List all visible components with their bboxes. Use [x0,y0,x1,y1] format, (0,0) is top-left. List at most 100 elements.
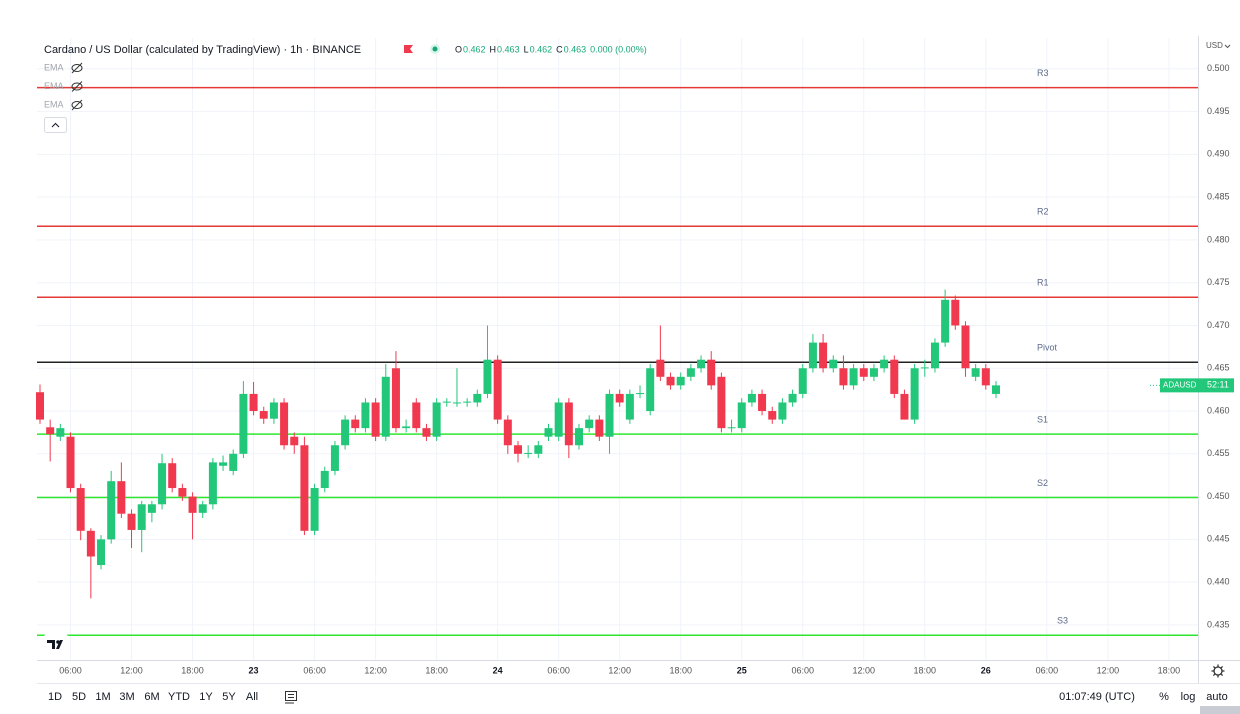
currency-caret [1224,44,1231,49]
level-label: Pivot [1037,343,1058,353]
candle-body [656,359,665,377]
range-button[interactable]: 1Y [199,691,213,703]
candle-body [890,359,899,394]
range-button[interactable]: 5D [72,691,86,703]
settings-gear[interactable] [1211,664,1225,678]
x-tick-label: 06:00 [547,665,570,675]
candle-body [229,453,238,471]
indicator-name[interactable]: EMA [44,81,64,91]
x-tick-label: 18:00 [669,665,692,675]
candle-body [158,463,167,505]
currency-label[interactable]: USD [1206,41,1223,50]
level-label: S1 [1037,415,1048,425]
candle-body [636,393,645,395]
hidden-slash [71,99,83,111]
candle-body [513,445,522,454]
x-tick-label: 18:00 [914,665,937,675]
candles [36,289,1000,599]
tag-bg [1160,378,1234,393]
candle-body [280,402,289,446]
collapse-button[interactable] [44,117,67,133]
logo-bg [44,634,68,654]
scale-option[interactable]: log [1181,691,1196,703]
candle-body [534,445,543,454]
axes: 0.500 0.495 0.490 0.485 0.480 0.475 0.470 0.465… [59,63,1229,675]
candle-body [290,436,299,446]
hidden-icon[interactable] [71,64,83,72]
candle-body [259,411,268,419]
candle-body [249,393,258,412]
pivot-levels: R3 R2 R1 Pivot S1 S2 S3 [37,68,1198,636]
candle-body [951,299,960,326]
x-tick-label: 12:00 [120,665,143,675]
candle-body [188,496,197,513]
level-label: R1 [1037,278,1049,288]
x-tick-label: 06:00 [791,665,814,675]
range-button[interactable]: All [246,691,258,703]
hidden-icon[interactable] [71,101,83,109]
candle-body [36,392,44,420]
candle-body [798,368,807,394]
candle-body [625,393,634,420]
candle-body [788,393,797,403]
candle-body [758,393,767,412]
flag-icon[interactable] [404,45,413,53]
clock[interactable]: 01:07:49 (UTC) [1059,691,1135,703]
legend-value: 0.462 [530,44,553,54]
candle-body [910,368,919,420]
candle-body [971,368,980,377]
candle-body [239,393,248,454]
hidden-icon[interactable] [71,82,83,91]
candle-body [666,376,675,386]
candle-body [524,452,533,454]
candle-body [147,504,156,513]
price-tag: ADAUSD 52:11 [1150,378,1234,393]
range-button[interactable]: YTD [168,691,190,703]
legend-value: 0.463 [564,44,587,54]
x-tick-label: 06:00 [59,665,82,675]
candle-body [463,401,472,403]
candle-body [575,428,584,446]
candle-body [697,359,706,369]
candle-body [778,402,787,420]
candle-body [432,402,441,437]
scale-option[interactable]: auto [1206,691,1227,703]
range-button[interactable]: 1D [48,691,62,703]
level-label: R2 [1037,207,1049,217]
range-button[interactable]: 3M [119,691,134,703]
scale-option[interactable]: % [1159,691,1169,703]
candle-body [371,402,380,437]
indicator-name[interactable]: EMA [44,62,64,72]
legend-key: C [556,44,563,54]
y-tick-label: 0.435 [1207,619,1230,629]
candle-body [880,359,889,369]
candle-body [839,368,848,386]
y-tick-label: 0.490 [1207,149,1230,159]
y-tick-label: 0.445 [1207,534,1230,544]
y-tick-label: 0.450 [1207,491,1230,501]
candle-body [107,481,116,540]
candle-body [310,488,319,531]
grid [37,38,1198,660]
level-label: S2 [1037,478,1048,488]
candle-body [320,470,329,489]
compare-icon[interactable] [285,691,297,704]
x-tick-label: 26 [981,665,991,675]
indicator-name[interactable]: EMA [44,99,64,109]
range-button[interactable]: 1M [95,691,110,703]
icon-lines [285,694,294,704]
candle-body [859,368,868,377]
level-label: R3 [1037,68,1049,78]
x-tick-label: 18:00 [181,665,204,675]
candle-body [269,402,278,419]
candle-body [961,325,970,369]
candle-body [330,445,339,471]
collapse-icon [51,122,60,128]
candle-body [76,488,85,531]
range-button[interactable]: 5Y [222,691,236,703]
candle-body [137,504,146,530]
status-dot [432,46,438,52]
candle-body [198,504,207,513]
candle-body [97,539,106,566]
range-button[interactable]: 6M [144,691,159,703]
